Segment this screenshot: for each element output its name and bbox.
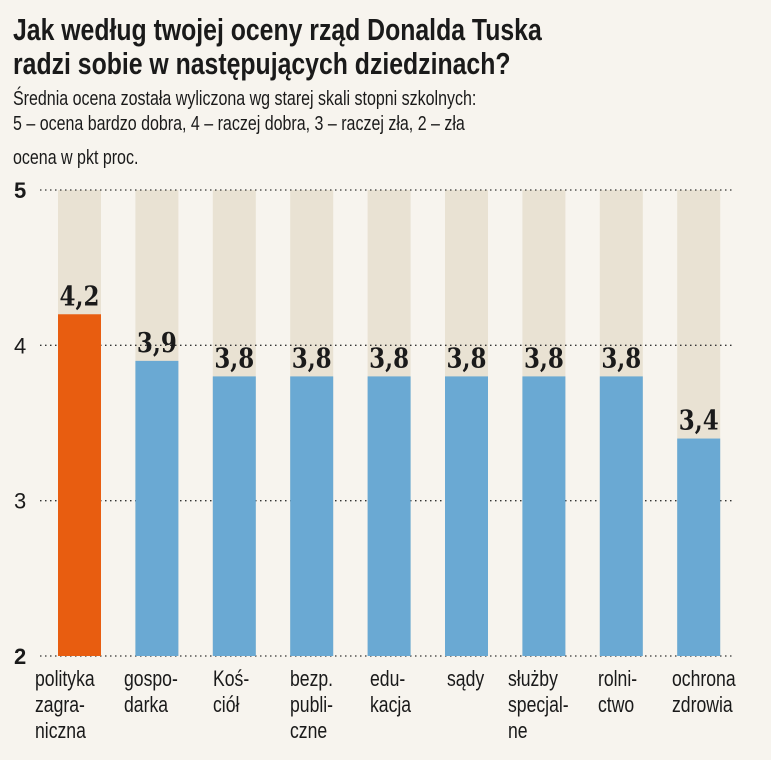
x-tick-label: polityka zagra- niczna <box>35 666 95 743</box>
x-tick-label: gospo- darka <box>124 666 178 717</box>
x-tick-label: ochrona zdrowia <box>672 666 736 717</box>
value-label: 3,8 <box>524 342 564 374</box>
x-tick-label: bezp. publi- czne <box>290 666 334 743</box>
value-label: 3,4 <box>679 404 719 436</box>
chart-subtitle-line-2: 5 – ocena bardzo dobra, 4 – raczej dobra… <box>13 113 465 135</box>
bar <box>290 376 334 656</box>
x-tick-label: Koś- ciół <box>213 666 250 717</box>
value-label: 4,2 <box>60 279 100 311</box>
chart-subtitle-line-1: Średnia ocena została wyliczona wg stare… <box>13 88 477 110</box>
y-tick-label: 2 <box>14 644 26 669</box>
value-label: 3,8 <box>447 342 487 374</box>
bar <box>445 376 488 656</box>
x-tick-label: edu- kacja <box>370 666 412 717</box>
x-tick-label: sądy <box>447 666 485 691</box>
bar <box>599 376 643 656</box>
chart-title-line-2: radzi sobie w następujących dziedzinach? <box>13 46 511 81</box>
value-label: 3,8 <box>369 342 409 374</box>
bar <box>135 360 179 656</box>
value-label: 3,9 <box>137 326 177 358</box>
value-label: 3,8 <box>601 342 641 374</box>
bar <box>522 376 566 656</box>
value-label: 3,8 <box>214 342 254 374</box>
bar <box>677 438 721 656</box>
value-label: 3,8 <box>292 342 332 374</box>
y-tick-label: 3 <box>14 489 26 514</box>
x-tick-label: służby specjal- ne <box>508 666 569 743</box>
bar <box>58 314 101 656</box>
y-tick-label: 5 <box>14 178 26 203</box>
bar <box>367 376 411 656</box>
chart-title-line-1: Jak według twojej oceny rząd Donalda Tus… <box>13 12 542 47</box>
unit-label: ocena w pkt proc. <box>13 147 139 169</box>
y-tick-label: 4 <box>14 333 26 358</box>
x-tick-label: rolni- ctwo <box>598 666 638 717</box>
bar <box>212 376 256 656</box>
